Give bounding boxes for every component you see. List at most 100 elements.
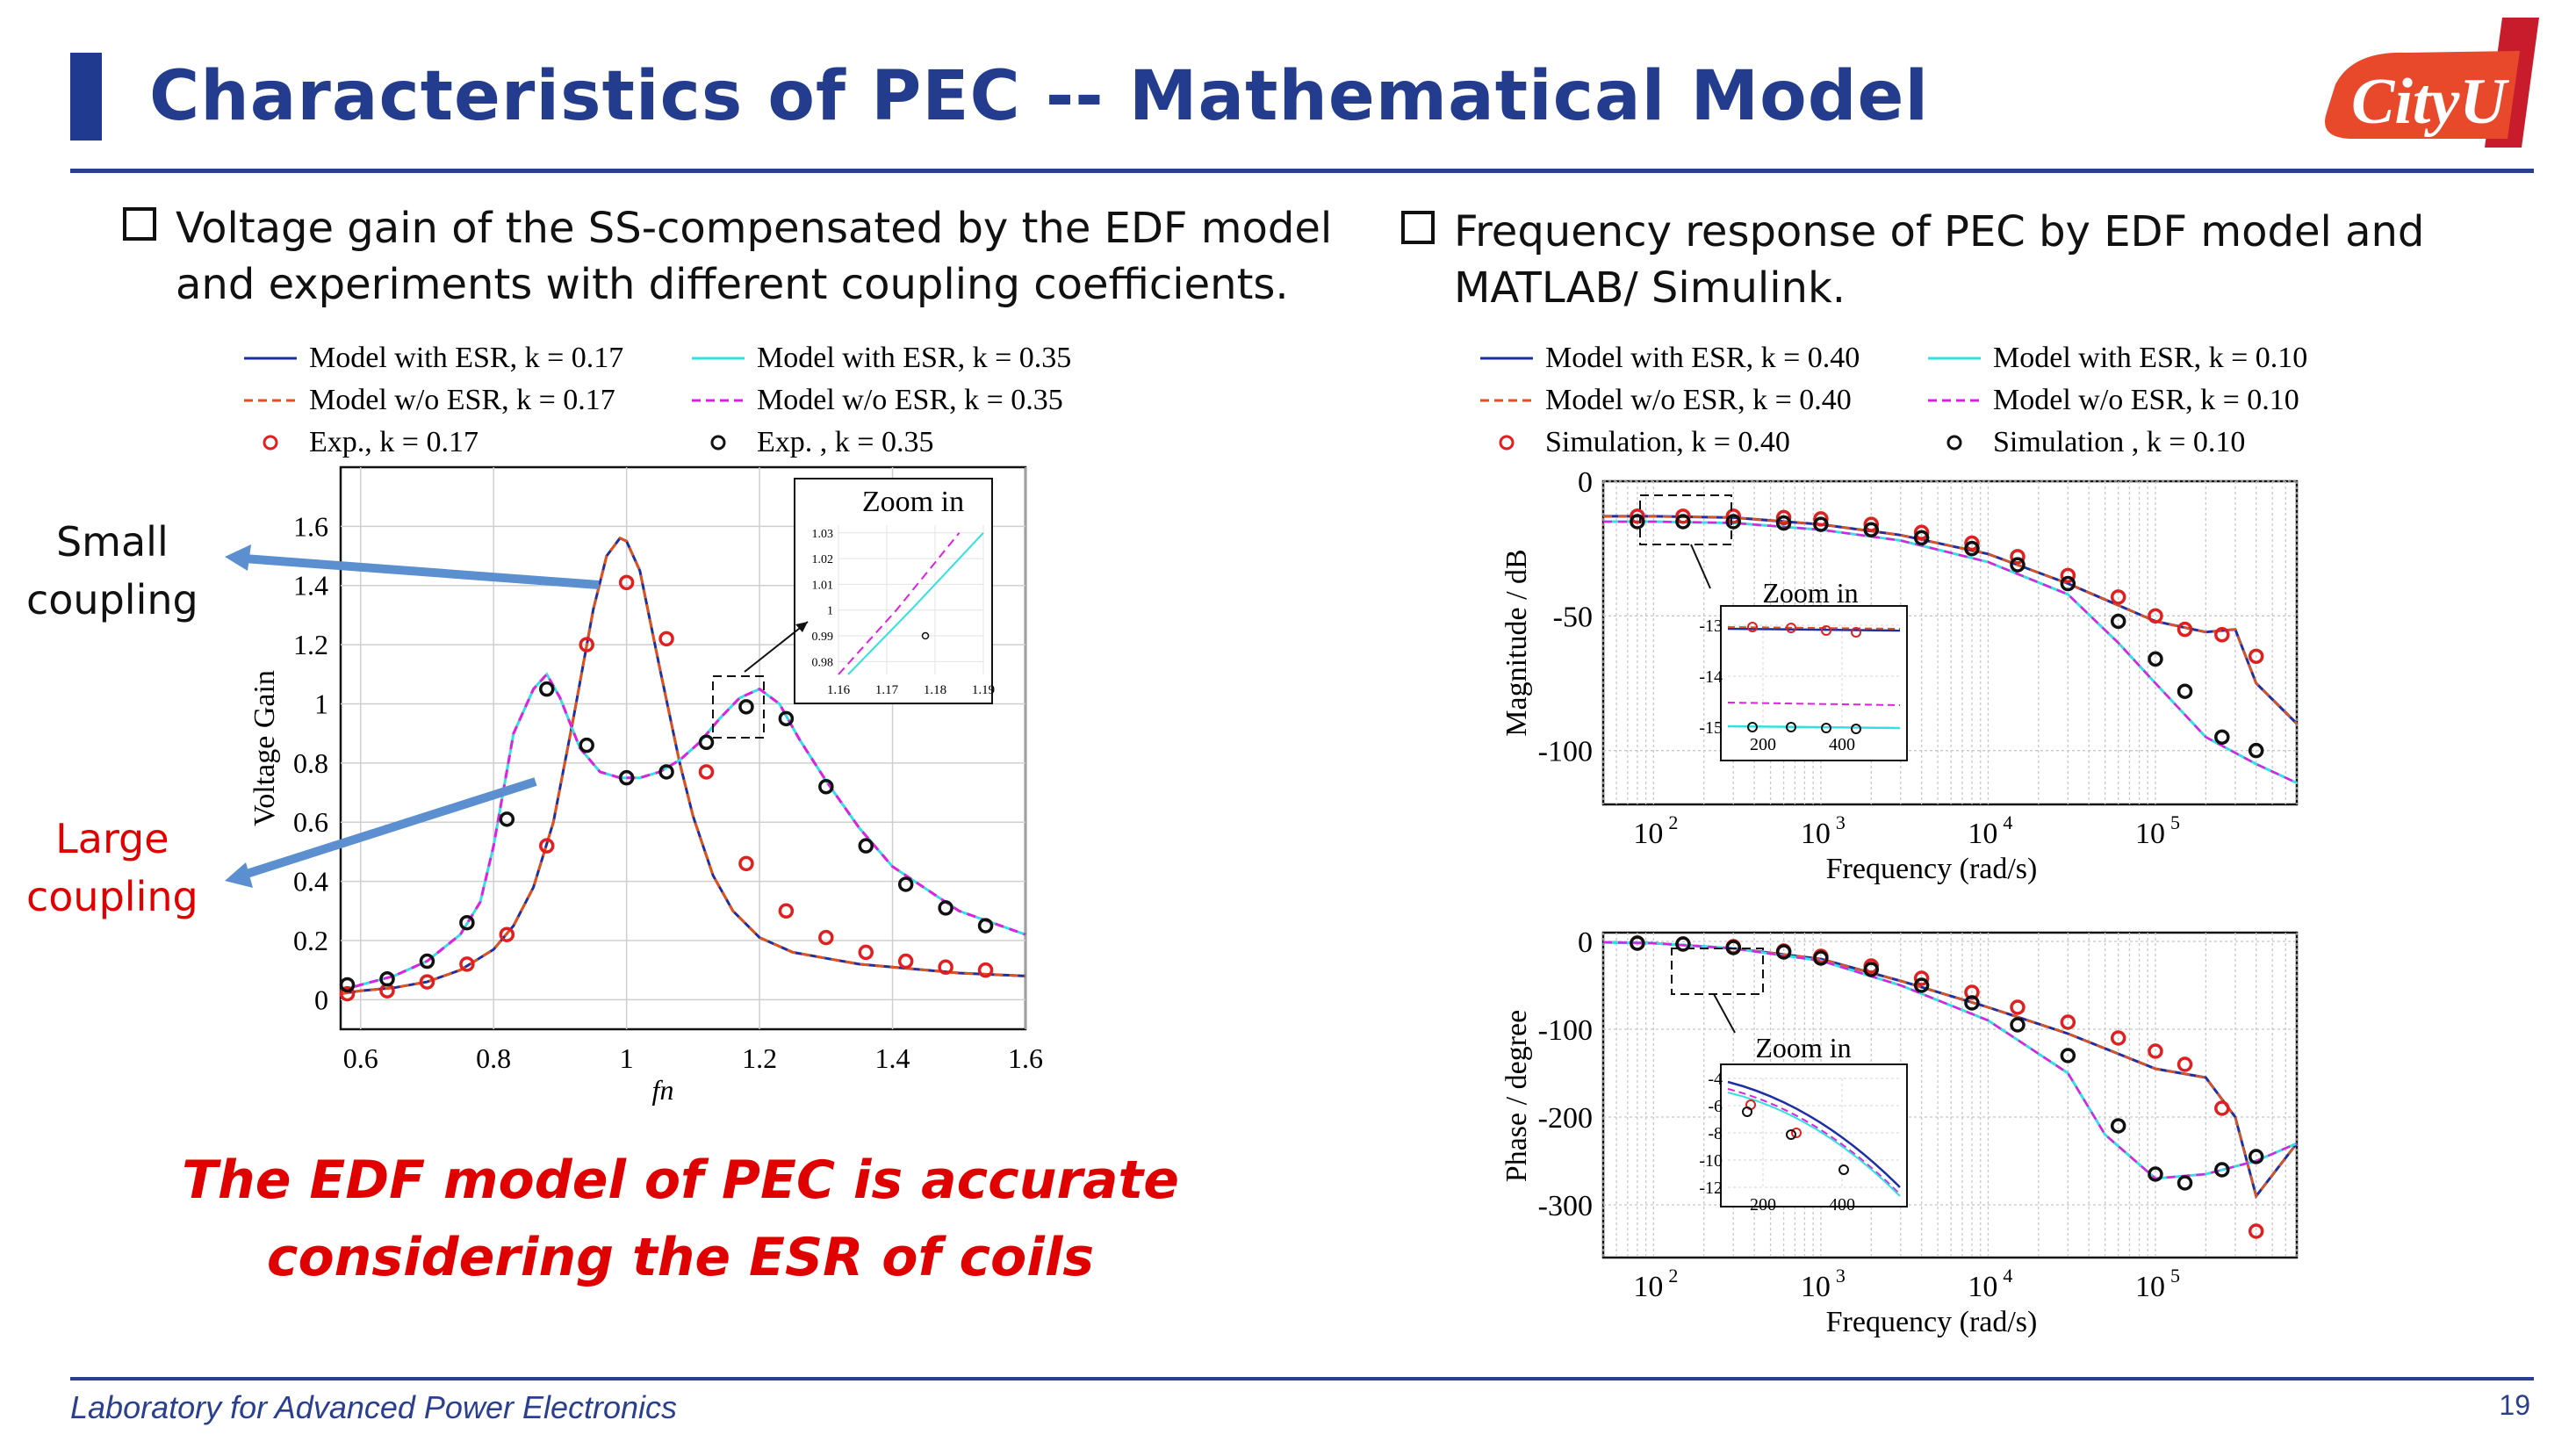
mag-data-point [2248, 648, 2264, 665]
mag-ytick: -100 [1538, 736, 1593, 768]
ph-data-point [2214, 1100, 2230, 1116]
magnitude-plot-area [1601, 479, 2299, 806]
mag-ytick: 0 [1578, 466, 1593, 499]
ph-data-point [1675, 936, 1691, 952]
header-divider [70, 169, 2534, 173]
voltage-gain-inset-title: Zoom in [862, 486, 964, 518]
mag-data-point [1913, 530, 1930, 546]
ph-data-point [2110, 1118, 2126, 1134]
vg-data-point [379, 970, 395, 987]
fr-legend-label: Model with ESR, k = 0.10 [1993, 342, 2307, 374]
small-coupling-label: Small coupling [26, 518, 198, 624]
vg-xtick: 1.6 [1008, 1042, 1043, 1074]
mag-data-point [2010, 549, 2026, 565]
vg-ytick: 0.4 [293, 866, 328, 898]
small-coupling-arrow [243, 554, 600, 589]
frequency-response-legend: Model with ESR, k = 0.40 Model with ESR, … [1480, 342, 2307, 458]
ph-xtick-exp: 3 [1836, 1265, 1846, 1287]
vg-xtick: 1.4 [875, 1042, 910, 1074]
voltage-gain-series [339, 536, 1026, 1002]
ph-inset-line [1727, 1080, 1901, 1188]
ph-data-point [2110, 1030, 2126, 1046]
ph-data-point [1725, 940, 1742, 955]
vg-legend-marker [263, 435, 278, 451]
vg-legend-label: Model with ESR, k = 0.17 [309, 342, 623, 374]
ph-xtick-exp: 4 [2003, 1265, 2012, 1287]
mag-data-point [1863, 522, 1880, 537]
mag-data-point [1913, 524, 1930, 541]
checkbox-bullet-icon [1401, 211, 1435, 244]
ph-xtick: 10 [2135, 1271, 2165, 1303]
mag-inset-point [1747, 622, 1758, 632]
mag-inset-ytick: -15 [1699, 718, 1723, 738]
vg-data-point [499, 811, 515, 827]
phase-grid [1602, 933, 2298, 1258]
mag-xtick: 10 [1968, 818, 1997, 850]
ph-data-point [2177, 1175, 2193, 1191]
ph-inset-ytick: -4 [1708, 1070, 1723, 1089]
large-coupling-arrow [242, 777, 537, 879]
vg-data-point [977, 918, 994, 934]
vg-xtick: 1.2 [742, 1042, 777, 1074]
fr-legend-marker [1946, 435, 1962, 451]
page-number: 19 [2499, 1389, 2530, 1421]
mag-inset-point [1851, 724, 1861, 734]
ph-data-point [2148, 1166, 2163, 1182]
vg-legend-label: Exp., k = 0.17 [309, 426, 479, 458]
title-accent-bar [70, 53, 102, 141]
voltage-gain-ticks: 0.6 0.8 1 1.2 1.4 1.6 0 0.2 0.4 0.6 0.8 1 1.2 1.4 1.6 [293, 510, 1043, 1074]
large-coupling-label: Large coupling [26, 815, 198, 920]
mag-xtick-exp: 4 [2003, 811, 2012, 833]
ph-data-point [2248, 1223, 2264, 1239]
slide-title: Characteristics of PEC -- Mathematical M… [149, 57, 1930, 136]
right-bullet-line2: MATLAB/ Simulink. [1454, 263, 1846, 313]
mag-series-line [1603, 520, 2298, 784]
mag-inset-point [1747, 722, 1758, 732]
ph-inset-point [1742, 1107, 1752, 1117]
vg-inset-xtick: 1.19 [972, 683, 995, 697]
ph-data-point [1913, 970, 1930, 986]
mag-inset-point [1851, 627, 1861, 638]
phase-plot-area [1601, 931, 2299, 1259]
vg-xtick: 0.8 [476, 1042, 511, 1074]
vg-xtick: 0.6 [343, 1042, 378, 1074]
vg-data-point [618, 574, 635, 591]
mag-data-point [1675, 508, 1691, 524]
ph-data-point [2010, 1017, 2026, 1033]
vg-legend-label: Model with ESR, k = 0.35 [757, 342, 1071, 374]
mag-data-point [2060, 567, 2076, 584]
vg-xtick: 1 [620, 1042, 634, 1074]
zoom-pointer-line [744, 621, 809, 673]
magnitude-series [1603, 508, 2299, 784]
magnitude-ticks: 10 2 10 3 10 4 10 50-50-100 [1538, 466, 2180, 850]
footer-lab-name: Laboratory for Advanced Power Electronic… [70, 1389, 678, 1425]
magnitude-zoom-region [1639, 494, 1732, 545]
mag-inset-xtick: 400 [1829, 735, 1855, 754]
mag-data-point [1775, 509, 1792, 526]
mag-data-point [2177, 621, 2193, 638]
voltage-gain-xlabel: fn [652, 1074, 674, 1106]
vg-data-point [818, 779, 834, 795]
voltage-gain-grid [341, 467, 1026, 1029]
voltage-gain-legend: Model with ESR, k = 0.17 Model with ESR, … [244, 342, 1071, 458]
vg-data-point [698, 764, 715, 780]
vg-data-point [618, 769, 635, 786]
ph-inset-line [1727, 1092, 1901, 1197]
vg-inset-ytick: 1 [827, 605, 833, 618]
mag-xtick: 10 [1801, 818, 1831, 850]
vg-inset-ytick: 1.03 [812, 528, 834, 541]
mag-data-point [2248, 742, 2264, 759]
vg-legend-marker [710, 435, 726, 451]
mag-data-point [2110, 613, 2126, 630]
magnitude-inset-title: Zoom in [1762, 577, 1858, 609]
logo-text: CityU [2351, 66, 2509, 138]
mag-inset-line [1727, 702, 1901, 706]
vg-data-point [897, 876, 914, 892]
ph-inset-ytick: -10 [1699, 1151, 1723, 1171]
magnitude-inset-content: -13 -14 -15 200 400 [1699, 616, 1901, 754]
ph-data-point [1913, 977, 1930, 993]
mag-data-point [2214, 729, 2230, 746]
ph-xtick-exp: 2 [1668, 1265, 1678, 1287]
vg-ytick: 1.2 [293, 629, 328, 660]
